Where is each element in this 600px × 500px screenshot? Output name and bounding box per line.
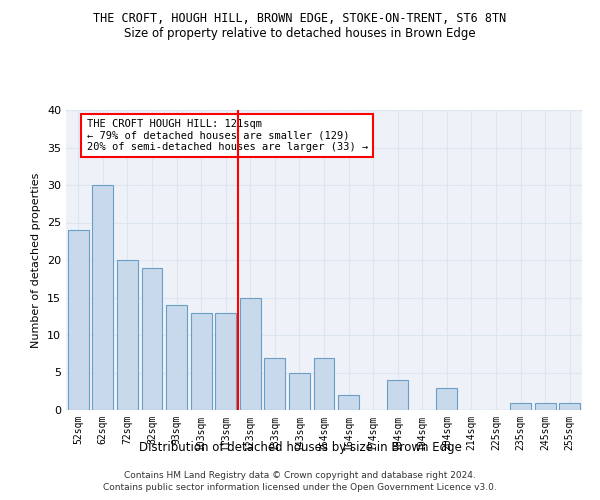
Bar <box>289 372 310 410</box>
Bar <box>436 388 457 410</box>
Bar <box>240 298 261 410</box>
Text: THE CROFT, HOUGH HILL, BROWN EDGE, STOKE-ON-TRENT, ST6 8TN: THE CROFT, HOUGH HILL, BROWN EDGE, STOKE… <box>94 12 506 26</box>
Bar <box>387 380 408 410</box>
Bar <box>191 312 212 410</box>
Bar <box>559 402 580 410</box>
Bar <box>166 305 187 410</box>
Bar <box>338 395 359 410</box>
Text: Size of property relative to detached houses in Brown Edge: Size of property relative to detached ho… <box>124 28 476 40</box>
Text: Contains HM Land Registry data © Crown copyright and database right 2024.: Contains HM Land Registry data © Crown c… <box>124 471 476 480</box>
Bar <box>92 185 113 410</box>
Bar <box>510 402 531 410</box>
Text: Contains public sector information licensed under the Open Government Licence v3: Contains public sector information licen… <box>103 484 497 492</box>
Bar <box>265 358 286 410</box>
Bar <box>68 230 89 410</box>
Bar <box>215 312 236 410</box>
Text: THE CROFT HOUGH HILL: 121sqm
← 79% of detached houses are smaller (129)
20% of s: THE CROFT HOUGH HILL: 121sqm ← 79% of de… <box>86 119 368 152</box>
Bar <box>535 402 556 410</box>
Bar <box>117 260 138 410</box>
Y-axis label: Number of detached properties: Number of detached properties <box>31 172 41 348</box>
Text: Distribution of detached houses by size in Brown Edge: Distribution of detached houses by size … <box>139 441 461 454</box>
Bar <box>142 268 163 410</box>
Bar <box>314 358 334 410</box>
